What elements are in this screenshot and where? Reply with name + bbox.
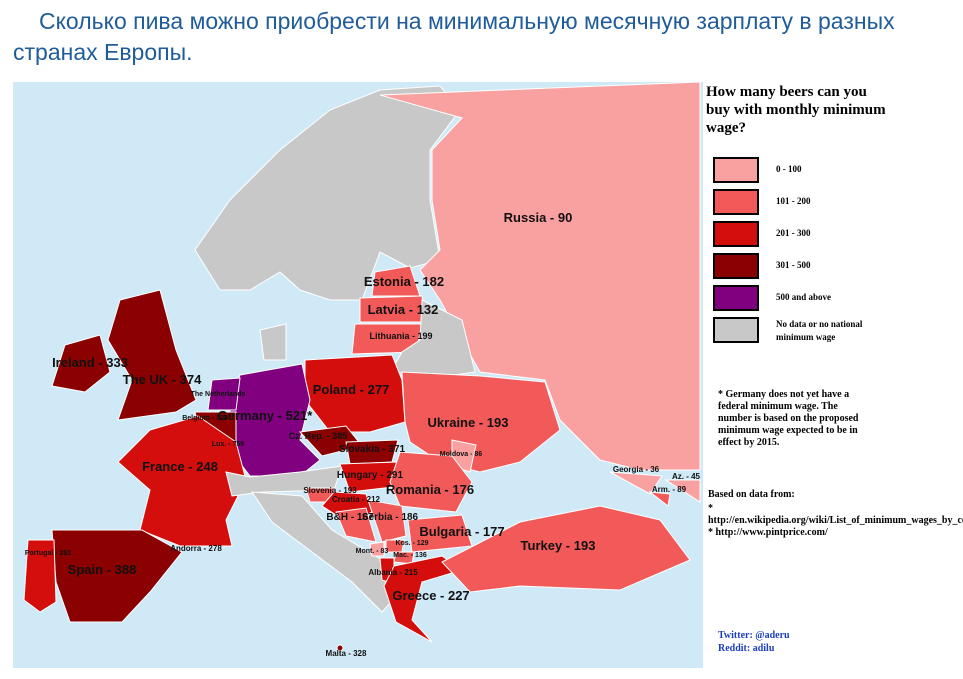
country-label: Az. - 45 [672,472,701,481]
country-label: Ukraine - 193 [428,415,509,430]
country-label: Belgium - 328 [182,415,228,422]
montenegro [369,541,385,557]
country-label: The Netherlands [191,391,246,398]
legend-swatch [713,253,759,279]
legend-swatch [713,189,759,215]
country-labels: Russia - 90 Estonia - 182 Latvia - 132 Lith… [25,210,701,658]
serbia [367,499,407,543]
legend-text: * Germany does not yet have a federal min… [718,389,859,448]
spain [51,529,183,623]
uk [107,289,197,421]
country-label: Moldova - 86 [440,451,483,458]
country-label: B&H - 167 [326,512,374,523]
france [117,415,247,547]
legend: How many beers can you buy with monthly m… [706,84,963,654]
country-label: Mont. - 83 [356,548,389,555]
credit: Reddit: adilu [718,643,775,654]
country-label: Greece - 227 [392,588,469,603]
country-label: Mac. - 136 [393,552,427,559]
ukraine [401,371,561,473]
malta [336,644,344,652]
country-label: Malta - 328 [326,649,367,658]
turkey [441,505,691,593]
bulgaria [407,514,473,553]
country-label: France - 248 [142,459,218,474]
georgia [609,471,663,495]
country-label: Spain - 388 [68,562,137,577]
legend-text: 500 and above [776,292,831,302]
legend-text: 201 - 300 [776,228,811,238]
legend-text: How many beers can you buy with monthly m… [706,84,886,136]
ireland [51,334,111,393]
legend-swatch [713,221,759,247]
country-label: Serbia - 186 [362,512,419,523]
portugal [23,539,57,613]
legend-swatch [713,157,759,183]
country-label: Slovenia - 193 [303,486,357,495]
country-label: Lux. - 759 [212,441,244,448]
legend-text: * http://en.wikipedia.org/wiki/List_of_mi… [708,503,963,526]
country-label: Russia - 90 [504,210,573,225]
azerbaijan [664,479,701,503]
legend-text: 0 - 100 [776,164,802,174]
country-label: Georgia - 36 [613,465,660,474]
netherlands [207,377,241,411]
country-label: Andorra - 278 [170,544,222,553]
country-label: Hungary - 291 [337,470,404,481]
legend-swatch [713,285,759,311]
country-label: Germany - 521* [218,408,314,423]
page-title: Сколько пива можно приобрести на минимал… [13,8,895,65]
country-label: Estonia - 182 [364,274,444,289]
country-label: Portugal - 281 [25,550,71,557]
legend-text: 301 - 500 [776,260,811,270]
legend-text: No data or no national minimum wage [776,319,863,342]
country-label: Poland - 277 [313,382,390,397]
country-label: Latvia - 132 [368,302,439,317]
country-label: Cz. Rep. - 385 [289,431,348,441]
country-label: Albania - 215 [368,568,418,577]
country-label: Ireland - 333 [52,355,128,370]
country-label: Lithuania - 199 [369,331,432,341]
romania [389,451,473,513]
country-label: Croatia - 212 [332,495,381,504]
legend-text: * http://www.pintprice.com/ [708,527,828,538]
armenia [648,491,671,507]
country-label: Romania - 176 [386,482,474,497]
country-label: Slovakia - 371 [339,444,406,455]
country-label: Turkey - 193 [521,538,596,553]
denmark [259,323,287,361]
legend-text: 101 - 200 [776,196,811,206]
country-label: Kos. - 129 [395,540,428,547]
country-label: The UK - 374 [123,372,203,387]
countries [23,81,701,652]
country-label: Arm. - 89 [652,485,687,494]
legend-swatch [713,317,759,343]
credit: Twitter: @aderu [718,630,790,641]
country-label: Bulgaria - 177 [419,524,504,539]
bosnia [335,507,377,543]
sources-title: Based on data from: [708,489,795,500]
